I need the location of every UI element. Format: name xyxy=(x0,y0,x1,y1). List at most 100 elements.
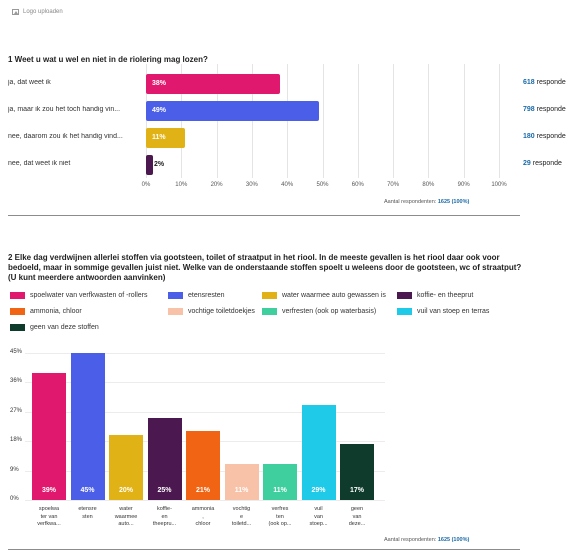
q1-bar: 2% xyxy=(146,155,164,175)
q1-answer-label: ja, maar ik zou het toch handig vin... xyxy=(8,106,121,113)
legend-label: vuil van stoep en terras xyxy=(417,308,490,315)
q1-gridline xyxy=(499,64,500,178)
q1-bar: 11% xyxy=(146,128,185,148)
q1-answer-label: nee, daarom zou ik het handig vind... xyxy=(8,133,123,140)
legend-swatch xyxy=(168,292,183,299)
legend-item: verfresten (ook op waterbasis) xyxy=(262,308,376,315)
q2-y-tick: 18% xyxy=(10,437,23,444)
q2-category-line: verfkwa... xyxy=(37,521,61,527)
legend-label: spoelwater van verfkwasten of -rollers xyxy=(30,292,148,299)
legend-swatch xyxy=(10,324,25,331)
q2-category-line: toiletd... xyxy=(231,521,252,527)
q1-count-value: 618 xyxy=(523,79,535,86)
q1-gridline xyxy=(393,64,395,178)
q2-category-line: ter van xyxy=(40,513,58,520)
q1-axis-tick: 80% xyxy=(422,182,435,188)
q2-category-label: koffie-en theepru... xyxy=(145,506,185,529)
q1-respondent-count: 29 responde xyxy=(523,160,562,167)
q1-bar-percent: 11% xyxy=(152,134,166,141)
q1-answer-row: nee, daarom zou ik het handig vind... 11%… xyxy=(8,128,579,148)
q2-category-line: deze... xyxy=(348,521,366,527)
q1-axis-tick: 70% xyxy=(387,182,400,188)
q1-respondents-value: 1625 (100%) xyxy=(437,199,470,205)
legend-swatch xyxy=(397,308,412,315)
q2-bar-percent: 20% xyxy=(118,487,133,494)
legend-item: etensresten xyxy=(168,292,225,299)
q2-bar-percent: 11% xyxy=(234,487,249,494)
q1-respondents-label: Aantal respondenten: xyxy=(384,199,437,205)
q1-gridline xyxy=(146,64,147,178)
q2-category-line: vochtig xyxy=(232,506,251,512)
q1-axis-tick: 60% xyxy=(351,182,364,188)
q1-axis-tick: 30% xyxy=(245,182,258,188)
q2-category-line: sten xyxy=(82,513,93,520)
legend-label: ammonia, chloor xyxy=(30,308,82,315)
q1-gridline xyxy=(216,64,218,178)
q1-answer-label: ja, dat weet ik xyxy=(8,79,51,86)
legend-label: water waarmee auto gewassen is xyxy=(282,292,386,299)
q2-category-label: vochtig e toiletd... xyxy=(222,506,262,529)
legend-item: spoelwater van verfkwasten of -rollers xyxy=(10,292,148,299)
q2-category-line: verfres xyxy=(271,506,289,512)
logo-upload[interactable]: Logo uploaden xyxy=(12,9,63,15)
q1-title: 1 Weet u wat u wel en niet in de rioleri… xyxy=(8,55,208,64)
q2-bar-percent: 29% xyxy=(311,487,326,494)
q2-bar-percent: 17% xyxy=(349,487,364,494)
q2-category-line: van xyxy=(352,513,362,520)
q2-category-line: waarmee xyxy=(114,513,138,520)
q1-answer-label: nee, dat weet ik niet xyxy=(8,160,71,167)
q1-gridline xyxy=(181,64,183,178)
q2-bar: 20% xyxy=(109,434,143,500)
q1-count-suffix: responde xyxy=(534,106,566,113)
q2-category-line: vuil xyxy=(314,506,323,512)
legend-item: koffie- en theeprut xyxy=(397,292,473,299)
q1-gridline xyxy=(463,64,465,178)
q2-category-label: vuil van stoep... xyxy=(299,506,339,529)
q2-category-label: geen van deze... xyxy=(337,506,377,529)
q2-category-line: water xyxy=(119,506,133,512)
q2-gridline xyxy=(25,411,385,413)
legend-label: verfresten (ook op waterbasis) xyxy=(282,308,377,315)
q2-bar: 25% xyxy=(147,418,182,500)
q2-y-tick: 0% xyxy=(10,496,19,502)
q2-gridline xyxy=(25,500,385,501)
legend-item: vochtige toiletdoekjes xyxy=(168,308,255,315)
q1-gridline xyxy=(428,64,430,178)
q2-category-line: (ook op... xyxy=(268,521,292,527)
q2-respondents-value: 1625 (100%) xyxy=(437,537,470,543)
q2-category-label: verfres ten (ook op... xyxy=(260,506,300,529)
q2-bar-percent: 45% xyxy=(80,487,95,494)
legend-label: vochtige toiletdoekjes xyxy=(188,308,255,315)
legend-swatch xyxy=(262,292,277,299)
q2-category-line: , xyxy=(202,513,204,520)
q2-gridline xyxy=(25,353,385,354)
legend-label: geen van deze stoffen xyxy=(30,324,99,331)
q1-answer-row: nee, dat weet ik niet 2% 29 responde xyxy=(8,155,579,175)
q2-category-line: stoep... xyxy=(309,521,328,527)
legend-item: vuil van stoep en terras xyxy=(397,308,489,315)
q2-bar: 17% xyxy=(340,444,374,500)
q1-gridline xyxy=(357,64,359,178)
q2-category-label: etensre sten xyxy=(68,506,108,521)
q2-respondents-label: Aantal respondenten: xyxy=(384,537,437,543)
q1-gridline xyxy=(322,64,324,178)
q2-category-line: van xyxy=(314,513,323,520)
q1-respondents: Aantal respondenten: 1625 (100%) xyxy=(384,199,469,205)
q1-bar-percent: 38% xyxy=(152,80,167,87)
legend-item: water waarmee auto gewassen is xyxy=(262,292,386,299)
q1-respondent-count: 798 responde xyxy=(523,106,566,113)
q1-axis-tick: 100% xyxy=(491,182,507,188)
q2-category-line: geen xyxy=(350,506,364,512)
q1-count-value: 29 xyxy=(523,160,531,167)
q1-axis-tick: 50% xyxy=(316,182,329,188)
legend-item: ammonia, chloor xyxy=(10,308,82,315)
q1-answer-row: ja, dat weet ik 38% 618 responde xyxy=(8,74,579,94)
q1-respondent-count: 180 responde xyxy=(523,133,566,140)
q2-bar-percent: 21% xyxy=(195,487,210,494)
logo-upload-label: Logo uploaden xyxy=(23,9,63,15)
q2-category-label: ammonia, chloor xyxy=(183,506,223,529)
section-divider xyxy=(8,215,520,216)
q2-category-line: ammonia xyxy=(191,506,215,512)
q2-respondents: Aantal respondenten: 1625 (100%) xyxy=(384,537,469,543)
q2-category-line: chloor xyxy=(195,521,211,527)
